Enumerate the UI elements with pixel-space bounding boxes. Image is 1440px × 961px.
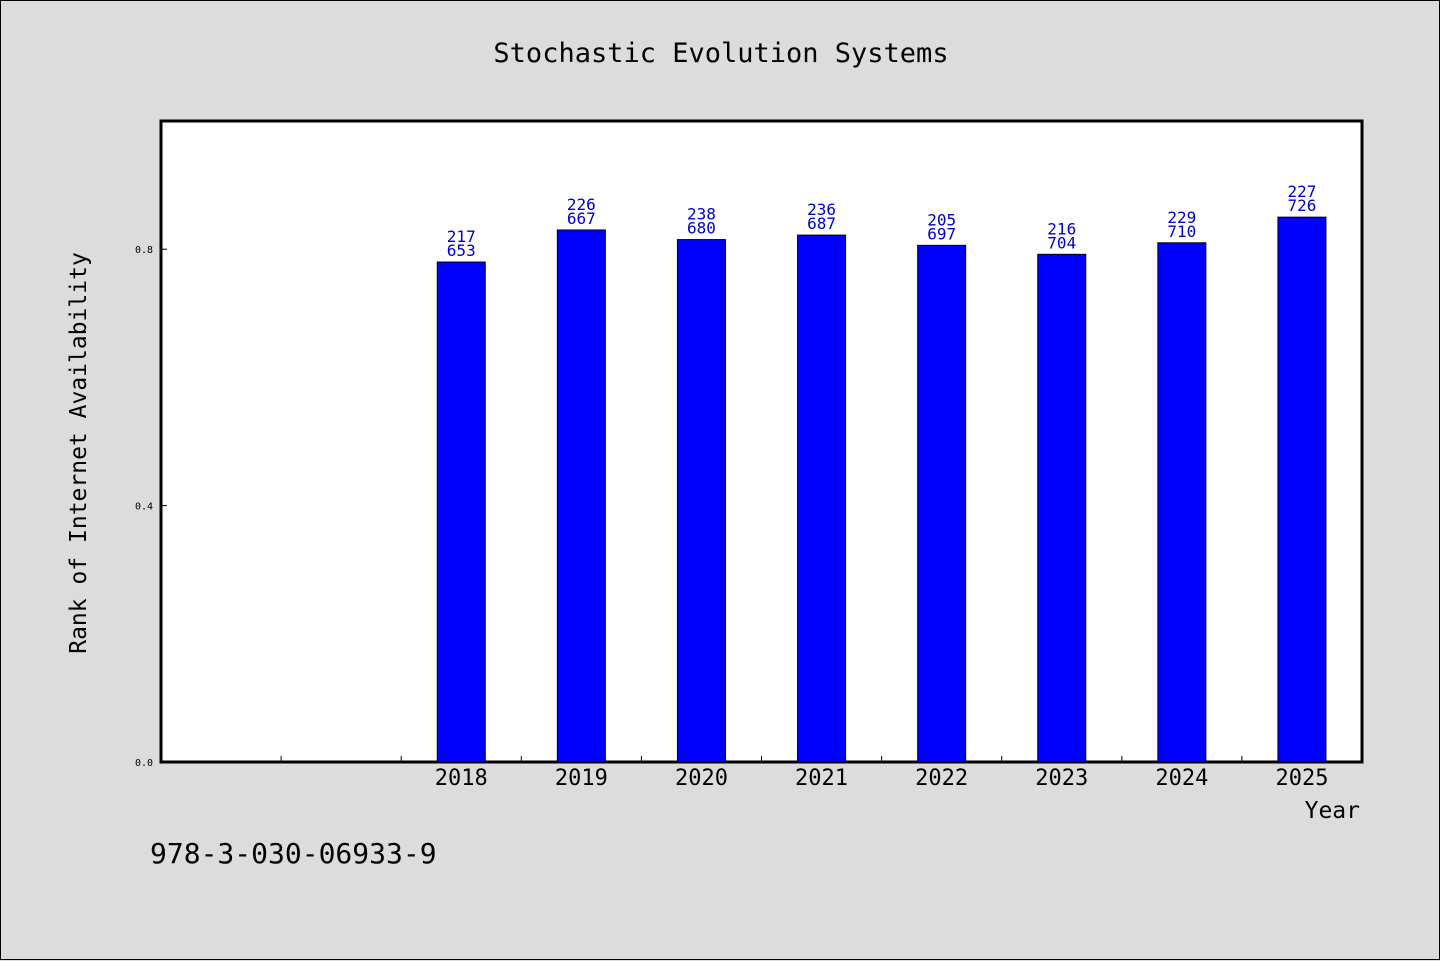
data-label-top: 229 (1167, 208, 1196, 227)
data-label-top: 238 (687, 205, 716, 224)
bar-2018 (436, 261, 486, 763)
y-tick-label: 0.0 (135, 758, 153, 769)
data-label-bottom: 726 (1287, 196, 1316, 215)
data-label-bottom: 687 (807, 214, 836, 233)
data-label-bottom: 710 (1167, 222, 1196, 241)
bar-2024 (1157, 242, 1207, 763)
x-axis-label: Year (1305, 798, 1360, 824)
x-tick-label: 2022 (915, 766, 968, 791)
data-label-top: 217 (447, 227, 476, 246)
x-tick-label: 2021 (795, 766, 848, 791)
y-axis: 0.0 0.4 0.8 (135, 245, 167, 769)
x-tick-label: 2024 (1155, 766, 1208, 791)
data-label-top: 226 (567, 195, 596, 214)
bar-series (436, 216, 1327, 763)
x-tick-label: 2025 (1275, 766, 1328, 791)
data-label-top: 216 (1047, 219, 1076, 238)
y-tick-label: 0.8 (135, 245, 153, 256)
data-label-bottom: 653 (447, 241, 476, 260)
data-label-bottom: 680 (687, 219, 716, 238)
data-label-top: 236 (807, 200, 836, 219)
bar-2023 (1037, 253, 1087, 763)
x-tick-label: 2020 (675, 766, 728, 791)
x-axis: 2018 2019 2020 2021 2022 2023 2024 2025 (280, 756, 1328, 791)
x-tick-label: 2018 (435, 766, 488, 791)
bar-2025 (1277, 216, 1327, 763)
bar-2019 (556, 229, 606, 763)
bar-2022 (917, 244, 967, 763)
x-tick-label: 2019 (555, 766, 608, 791)
data-label-top: 227 (1287, 182, 1316, 201)
isbn-footer: 978-3-030-06933-9 (150, 837, 437, 870)
data-label-top: 205 (927, 210, 956, 229)
y-axis-label: Rank of Internet Availability (66, 252, 92, 654)
bar-2020 (676, 239, 726, 763)
y-tick-label: 0.4 (135, 502, 153, 513)
bar-2021 (797, 234, 847, 763)
chart-title: Stochastic Evolution Systems (493, 38, 948, 69)
data-label-bottom: 704 (1047, 233, 1076, 252)
data-label-bottom: 667 (567, 209, 596, 228)
data-label-bottom: 697 (927, 224, 956, 243)
x-tick-label: 2023 (1035, 766, 1088, 791)
